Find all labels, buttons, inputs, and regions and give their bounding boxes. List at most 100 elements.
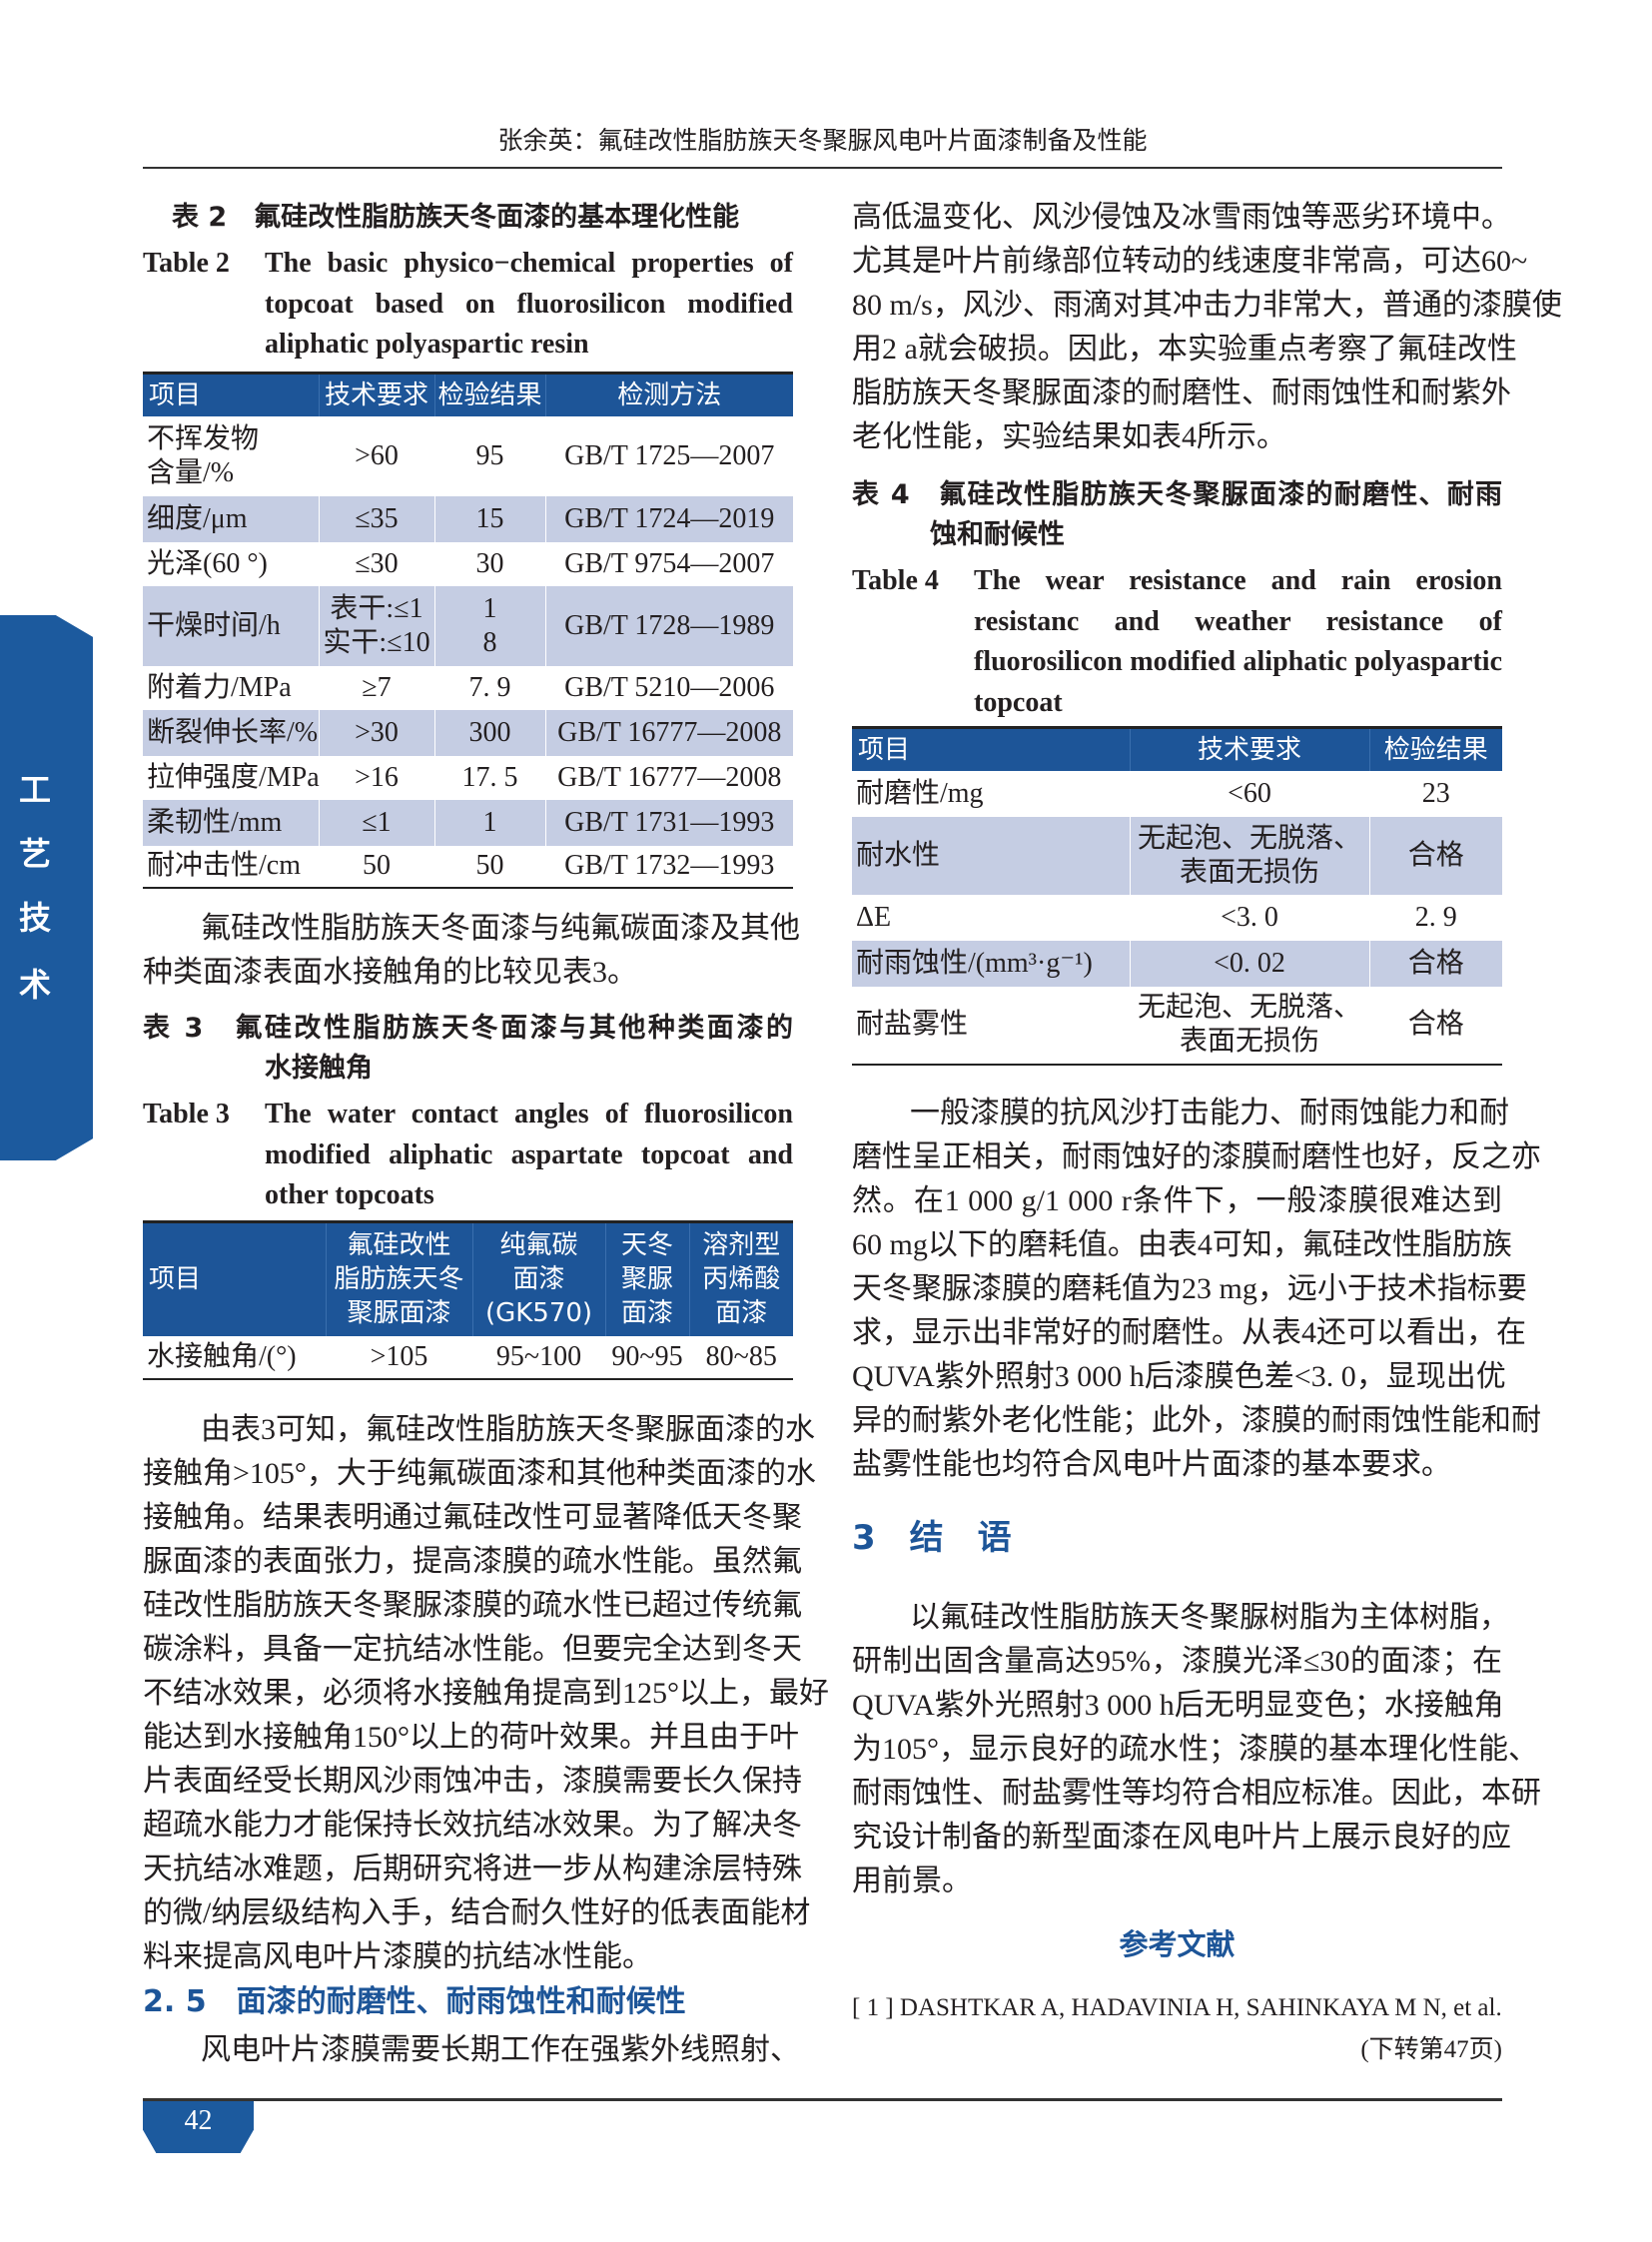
- table-cell: ΔE: [856, 901, 892, 933]
- text-line: 用前景。: [852, 1865, 972, 1897]
- table2-label: Table 2: [143, 248, 230, 279]
- table3: 项目 氟硅改性 脂肪族天冬 聚脲面漆 纯氟碳 面漆 (GK570) 天冬 聚脲 面漆溶…: [143, 1220, 793, 1380]
- table-cell: 耐雨蚀性/(mm³·g⁻¹): [852, 940, 1130, 987]
- table-cell: 50: [318, 845, 434, 888]
- text-line: 高低温变化、风沙侵蚀及冰雪雨蚀等恶劣环境中。: [852, 201, 1511, 234]
- table-row: 耐雨蚀性/(mm³·g⁻¹) <0. 02 合格: [852, 940, 1502, 987]
- table-row: 不挥发物 含量/% >60 95 GB/T 1725—2007: [143, 415, 793, 496]
- table-cell: 光泽(60 °): [147, 547, 268, 579]
- table-cell: 1 8: [433, 585, 545, 666]
- text-line: 究设计制备的新型面漆在风电叶片上展示良好的应: [852, 1821, 1511, 1854]
- page-number: 42: [143, 2101, 254, 2153]
- text-line: 为105°，显示良好的疏水性；漆膜的基本理化性能、: [852, 1733, 1538, 1766]
- caption-line: The water contact angles of fluorosilico…: [265, 1099, 793, 1129]
- table-cell: 耐水性: [852, 816, 1130, 895]
- section-heading-2-5: 2. 5 面漆的耐磨性、耐雨蚀性和耐候性: [143, 1984, 686, 2019]
- table4-caption-en: Table 4 The wear resistance and rain ero…: [852, 561, 1502, 723]
- table-cell: 表干:≤1 实干:≤10: [318, 585, 434, 666]
- text-line: 风电叶片漆膜需要长期工作在强紫外线照射、: [201, 2033, 800, 2066]
- table-cell: GB/T 5210—2006: [544, 665, 793, 710]
- paragraph: 一般漆膜的抗风沙打击能力、耐雨蚀能力和耐磨性呈正相关，耐雨蚀好的漆膜耐磨性也好，…: [852, 1092, 1541, 1487]
- table-cell: 拉伸强度/MPa: [147, 761, 320, 793]
- reference-item: [ 1 ] DASHTKAR A, HADAVINIA H, SAHINKAYA…: [852, 1994, 1502, 2021]
- caption-line: 水接触角: [265, 1053, 373, 1084]
- side-tab-char: 艺: [18, 835, 51, 873]
- caption-line: fluorosilicon modified aliphatic polyasp…: [974, 646, 1502, 677]
- text-line: 碳涂料，具备一定抗结冰性能。但要完全达到冬天: [143, 1633, 802, 1666]
- caption-line: resistanc and weather resistance of: [974, 605, 1502, 637]
- caption-line: aliphatic polyaspartic resin: [265, 329, 589, 360]
- paragraph: 由表3可知，氟硅改性脂肪族天冬聚脲面漆的水 接触角>105°，大于纯氟碳面漆和其他…: [143, 1408, 829, 1979]
- table-row: 柔韧性/mm ≤1 1 GB/T 1731—1993: [143, 799, 793, 846]
- header-rule: [143, 167, 1502, 169]
- table-row: 细度/μm ≤35 15 GB/T 1724—2019: [143, 495, 793, 542]
- text-line: 老化性能，实验结果如表4所示。: [852, 420, 1286, 453]
- table-row: 干燥时间/h 表干:≤1 实干:≤10 1 8 GB/T 1728—1989: [143, 585, 793, 666]
- caption-line: topcoat: [974, 686, 1063, 718]
- text-line: 超疏水能力才能保持长效抗结冰效果。为了解决冬: [143, 1809, 802, 1842]
- text-line: 磨性呈正相关，耐雨蚀好的漆膜耐磨性也好，反之亦: [852, 1140, 1541, 1173]
- paragraph: 高低温变化、风沙侵蚀及冰雪雨蚀等恶劣环境中。 尤其是叶片前缘部位转动的线速度非常高…: [852, 196, 1562, 459]
- table-cell: >16: [318, 755, 434, 800]
- caption-line: topcoat based on fluorosilicon modified: [265, 288, 793, 320]
- table2-caption-cn: 表 2 氟硅改性脂肪族天冬面漆的基本理化性能: [172, 202, 740, 233]
- text-line: 天抗结冰难题，后期研究将进一步从构建涂层特殊: [143, 1853, 802, 1885]
- table-cell: 水接触角/(°): [147, 1340, 297, 1372]
- text-line: 天冬聚脲漆膜的磨耗值为23 mg，远小于技术指标要: [852, 1272, 1527, 1305]
- caption-line: 蚀和耐候性: [930, 519, 1065, 550]
- table-cell: ≤35: [318, 495, 434, 542]
- text-line: 尤其是叶片前缘部位转动的线速度非常高，可达60~: [852, 245, 1528, 278]
- text-line: 的微/纳层级结构入手，结合耐久性好的低表面能材: [143, 1896, 811, 1929]
- text-line: 氟硅改性脂肪族天冬面漆与纯氟碳面漆及其他: [201, 912, 800, 945]
- table-cell: ≤30: [318, 541, 434, 586]
- caption-line: The basic physico−chemical properties of: [265, 248, 793, 279]
- caption-line: other topcoats: [265, 1179, 434, 1210]
- table-cell: <3. 0: [1129, 894, 1369, 941]
- text-line: 能达到水接触角150°以上的荷叶效果。并且由于叶: [143, 1721, 799, 1754]
- text-line: 盐雾性能也均符合风电叶片面漆的基本要求。: [852, 1448, 1451, 1481]
- table-cell: 耐盐雾性: [856, 1009, 969, 1040]
- table-row: ΔE <3. 0 2. 9: [852, 894, 1502, 941]
- table2: 项目 技术要求 检验结果 检测方法 不挥发物 含量/% >60 95 GB/T 1725—20…: [143, 372, 793, 889]
- table-cell: 17. 5: [433, 755, 545, 800]
- table-row: 水接触角/(°) >105 95~100 90~95 80~85: [143, 1335, 793, 1379]
- table-row: 耐磨性/mg <60 23: [852, 770, 1502, 817]
- table-cell: 合格: [1368, 940, 1502, 987]
- table-row: 附着力/MPa ≥7 7. 9 GB/T 5210—2006: [143, 665, 793, 710]
- table-cell: ≤1: [318, 799, 434, 846]
- table-row: 光泽(60 °) ≤30 30 GB/T 9754—2007: [143, 541, 793, 586]
- text-line: 用2 a就会破损。因此，本实验重点考察了氟硅改性: [852, 333, 1517, 366]
- table3-caption-cn: 表 3 氟硅改性脂肪族天冬面漆与其他种类面漆的 水接触角: [143, 1009, 793, 1089]
- table-cell: 95~100: [471, 1335, 605, 1379]
- table4: 项目 技术要求 检验结果 耐磨性/mg <60 23 耐水性 无起泡、无脱落、 表面无损伤 合格…: [852, 726, 1502, 1066]
- text-line: 种类面漆表面水接触角的比较见表3。: [143, 956, 637, 989]
- text-line: 接触角。结果表明通过氟硅改性可显著降低天冬聚: [143, 1501, 802, 1534]
- text-line: 耐雨蚀性、耐盐雾性等均符合相应标准。因此，本研: [852, 1777, 1541, 1810]
- table-cell: GB/T 16777—2008: [544, 709, 793, 756]
- table-cell: 柔韧性/mm: [143, 799, 319, 846]
- table4-caption-cn: 表 4 氟硅改性脂肪族天冬聚脲面漆的耐磨性、耐雨 蚀和耐候性: [852, 475, 1502, 555]
- table-cell: 300: [433, 709, 545, 756]
- text-line: 求，显示出非常好的耐磨性。从表4还可以看出，在: [852, 1316, 1526, 1349]
- text-line: QUVA紫外光照射3 000 h后无明显变色；水接触角: [852, 1689, 1504, 1722]
- text-line: 一般漆膜的抗风沙打击能力、耐雨蚀能力和耐: [910, 1097, 1509, 1129]
- table-cell: GB/T 1728—1989: [544, 585, 793, 666]
- table-cell: GB/T 1731—1993: [544, 799, 793, 846]
- section-side-tab: 工 艺 技 术: [0, 615, 93, 1160]
- text-line: QUVA紫外照射3 000 h后漆膜色差<3. 0，显现出优: [852, 1360, 1506, 1393]
- table-cell: GB/T 1724—2019: [544, 495, 793, 542]
- table-cell: 2. 9: [1368, 894, 1502, 941]
- table-cell: 80~85: [688, 1335, 793, 1379]
- table-cell: <60: [1129, 770, 1369, 817]
- column-header: 技术要求: [1129, 727, 1369, 771]
- text-line: 硅改性脂肪族天冬聚脲漆膜的疏水性已超过传统氟: [143, 1589, 802, 1622]
- column-header: 氟硅改性 脂肪族天冬 聚脲面漆: [325, 1221, 472, 1336]
- text-line: 脲面漆的表面张力，提高漆膜的疏水性能。虽然氟: [143, 1545, 802, 1578]
- table-cell: GB/T 9754—2007: [544, 541, 793, 586]
- table-cell: 1: [433, 799, 545, 846]
- text-line: 不结冰效果，必须将水接触角提高到125°以上，最好: [143, 1677, 829, 1710]
- column-header: 天冬 聚脲 面漆: [604, 1221, 689, 1336]
- column-header: 技术要求: [318, 373, 434, 416]
- table-cell: 30: [433, 541, 545, 586]
- table-cell: 合格: [1368, 986, 1502, 1065]
